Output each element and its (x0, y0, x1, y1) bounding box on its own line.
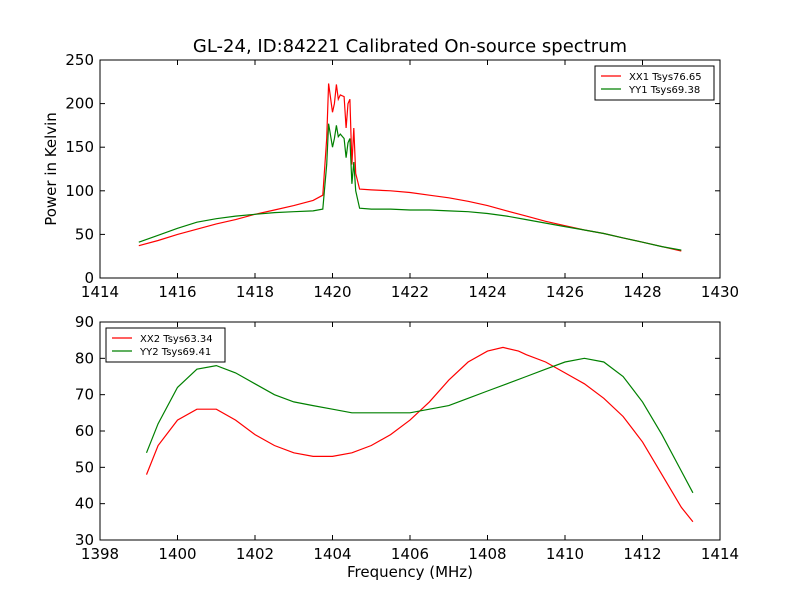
x-tick-label: 1414 (81, 283, 119, 301)
legend-label: XX1 Tsys76.65 (629, 72, 702, 83)
x-tick-label: 1410 (546, 545, 584, 563)
y-tick-label: 0 (84, 269, 94, 287)
x-tick-label: 1420 (313, 283, 351, 301)
x-tick-label: 1406 (391, 545, 429, 563)
y-tick-label: 150 (65, 138, 94, 156)
x-tick-label: 1426 (546, 283, 584, 301)
series-line-xx1 (138, 83, 682, 252)
legend-box (105, 327, 226, 363)
y-tick-label: 80 (75, 349, 94, 367)
x-tick-label: 1408 (468, 545, 506, 563)
legend: XX2 Tsys63.34 YY2 Tsys69.41 (105, 327, 226, 363)
y-tick-label: 40 (75, 495, 94, 513)
legend-label: YY2 Tsys69.41 (139, 347, 211, 358)
legend-box (594, 65, 715, 101)
legend-label: YY1 Tsys69.38 (628, 85, 700, 96)
series-line-yy1 (138, 123, 682, 251)
bottom-subplot: 1398 1400 1402 1404 1406 1408 1410 1412 1414 30 40… (75, 313, 739, 581)
y-tick-label: 90 (75, 313, 94, 331)
chart-title: GL-24, ID:84221 Calibrated On-source spe… (193, 36, 627, 57)
x-tick-label: 1416 (158, 283, 196, 301)
x-axis-label: Frequency (MHz) (347, 563, 473, 581)
legend-label: XX2 Tsys63.34 (140, 334, 213, 345)
x-tick-label: 1400 (158, 545, 196, 563)
x-tick-label: 1418 (236, 283, 274, 301)
y-tick-label: 50 (75, 458, 94, 476)
y-axis-label: Power in Kelvin (42, 112, 60, 226)
top-subplot: 1414 1416 1418 1420 1422 1424 1426 1428 1430 0 50 1… (42, 51, 739, 301)
y-tick-label: 250 (65, 51, 94, 69)
x-tick-label: 1404 (313, 545, 351, 563)
legend: XX1 Tsys76.65 YY1 Tsys69.38 (594, 65, 715, 101)
y-tick-label: 60 (75, 422, 94, 440)
x-tick-label: 1422 (391, 283, 429, 301)
y-tick-label: 200 (65, 95, 94, 113)
x-tick-label: 1412 (623, 545, 661, 563)
x-tick-label: 1402 (236, 545, 274, 563)
series-line-yy2 (145, 357, 694, 494)
x-tick-label: 1430 (701, 283, 739, 301)
x-tick-label: 1428 (623, 283, 661, 301)
x-tick-label: 1414 (701, 545, 739, 563)
x-tick-label: 1424 (468, 283, 506, 301)
y-tick-label: 100 (65, 182, 94, 200)
y-tick-label: 50 (75, 225, 94, 243)
y-tick-label: 70 (75, 386, 94, 404)
y-tick-label: 30 (75, 531, 94, 549)
series-line-xx2 (145, 346, 694, 523)
x-tick-label: 1398 (81, 545, 119, 563)
